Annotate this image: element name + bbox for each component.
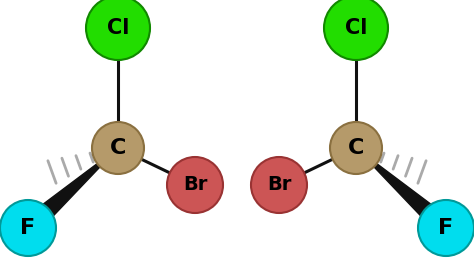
- Polygon shape: [356, 148, 453, 236]
- Circle shape: [418, 200, 474, 256]
- Circle shape: [86, 0, 150, 60]
- Circle shape: [167, 157, 223, 213]
- Text: Br: Br: [183, 176, 207, 194]
- Polygon shape: [21, 148, 118, 236]
- Text: F: F: [20, 218, 36, 238]
- Text: F: F: [438, 218, 454, 238]
- Circle shape: [324, 0, 388, 60]
- Text: C: C: [110, 138, 126, 158]
- Text: Cl: Cl: [345, 18, 367, 38]
- Circle shape: [251, 157, 307, 213]
- Circle shape: [0, 200, 56, 256]
- Text: C: C: [348, 138, 364, 158]
- Text: Cl: Cl: [107, 18, 129, 38]
- Circle shape: [330, 122, 382, 174]
- Circle shape: [92, 122, 144, 174]
- Text: Br: Br: [267, 176, 291, 194]
